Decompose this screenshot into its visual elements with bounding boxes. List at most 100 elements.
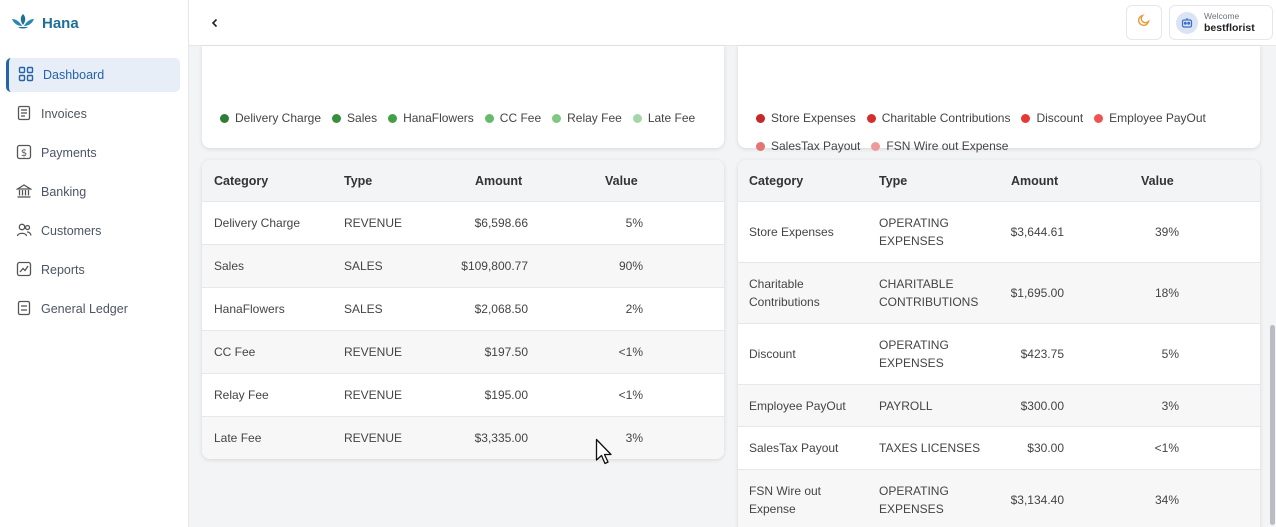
cell-line: SalesTax Payout — [749, 441, 839, 455]
legend-dot-icon — [388, 113, 398, 123]
legend-dot-icon — [756, 141, 765, 151]
cell-category: Discount — [749, 345, 796, 363]
hana-logo-icon — [10, 11, 36, 36]
cell-line: CHARITABLE — [879, 277, 954, 291]
cell-amount: $1,695.00 — [1010, 286, 1064, 300]
header-category: Category — [749, 173, 804, 188]
legend-item[interactable]: CC Fee — [484, 111, 541, 125]
cell-value: <1% — [618, 388, 643, 402]
cell-value: 5% — [1161, 347, 1179, 361]
table-row: HanaFlowers SALES $2,068.50 2% — [202, 288, 724, 331]
legend-item[interactable]: Delivery Charge — [220, 111, 321, 125]
legend-item[interactable]: FSN Wire out Expense — [871, 139, 1008, 153]
cell-amount: $3,644.61 — [1010, 225, 1064, 239]
sidebar-item-general-ledger[interactable]: General Ledger — [6, 292, 180, 326]
cell-value: 3% — [625, 431, 643, 445]
legend-item[interactable]: Relay Fee — [552, 111, 622, 125]
cell-type: OPERATING EXPENSES — [879, 214, 949, 250]
table-header: Category Type Amount Value — [202, 160, 724, 202]
cell-line: FSN Wire out — [749, 484, 822, 498]
cell-amount: $423.75 — [1020, 347, 1064, 361]
legend-dot-icon — [484, 113, 494, 123]
topbar: Welcome bestflorist — [189, 0, 1276, 46]
sidebar-nav: Dashboard Invoices $ Payments Banking Cu… — [0, 46, 188, 326]
sidebar-item-label: Reports — [41, 263, 85, 277]
bank-icon — [15, 183, 33, 202]
table-row: CC Fee REVENUE $197.50 <1% — [202, 331, 724, 374]
legend-item[interactable]: Charitable Contributions — [866, 111, 1010, 125]
legend-item[interactable]: Discount — [1021, 111, 1083, 125]
cell-amount: $3,134.40 — [1010, 493, 1064, 507]
welcome-label: Welcome — [1204, 10, 1240, 21]
sidebar-item-customers[interactable]: Customers — [6, 214, 180, 248]
cell-value: <1% — [618, 345, 643, 359]
legend-item[interactable]: Sales — [332, 111, 377, 125]
sidebar-item-payments[interactable]: $ Payments — [6, 136, 180, 170]
legend-dot-icon — [1094, 113, 1104, 123]
legend-item[interactable]: Late Fee — [632, 111, 696, 125]
brand[interactable]: Hana — [0, 0, 188, 46]
cell-value: 5% — [625, 216, 643, 230]
legend-dot-icon — [220, 113, 229, 123]
header-value: Value — [1141, 173, 1174, 188]
cell-line: EXPENSES — [879, 502, 944, 516]
user-menu[interactable]: Welcome bestflorist — [1169, 5, 1273, 40]
table-row: Charitable Contributions CHARITABLE CONTRIB… — [738, 263, 1260, 324]
dashboard-grid-icon — [18, 66, 34, 85]
table-row: Store Expenses OPERATING EXPENSES $3,644.61… — [738, 202, 1260, 263]
cell-category: Employee PayOut — [749, 397, 846, 415]
expense-legend: Store Expenses Charitable Contributions Di… — [756, 111, 1246, 153]
sidebar: Hana Dashboard Invoices $ Payments Banki… — [0, 0, 189, 527]
brand-name: Hana — [42, 14, 79, 32]
table-row: FSN Wire out Expense OPERATING EXPENSES $3,1… — [738, 470, 1260, 527]
svg-text:$: $ — [21, 148, 27, 159]
scrollbar-thumb[interactable] — [1270, 325, 1275, 525]
cell-amount: $109,800.77 — [461, 259, 528, 273]
cell-value: <1% — [1154, 441, 1179, 455]
sidebar-item-reports[interactable]: Reports — [6, 253, 180, 287]
cell-line: Expense — [749, 502, 796, 516]
cell-category: SalesTax Payout — [749, 439, 838, 457]
legend-item[interactable]: HanaFlowers — [388, 111, 474, 125]
legend-label: Late Fee — [647, 111, 696, 125]
cell-amount: $195.00 — [484, 388, 528, 402]
cell-category: Charitable Contributions — [749, 275, 820, 311]
expense-chart-card: Store Expenses Charitable Contributions Di… — [738, 46, 1260, 153]
sidebar-item-label: Customers — [41, 224, 102, 238]
cell-line: PAYROLL — [879, 398, 933, 413]
theme-toggle-button[interactable] — [1126, 5, 1162, 40]
cell-value: 2% — [625, 302, 643, 316]
sidebar-item-label: Payments — [41, 146, 97, 160]
chevron-left-icon[interactable] — [205, 13, 225, 33]
legend-item[interactable]: SalesTax Payout — [756, 139, 860, 153]
cell-category: Store Expenses — [749, 223, 834, 241]
legend-label: HanaFlowers — [403, 111, 474, 125]
legend-dot-icon — [756, 113, 765, 123]
cell-type: REVENUE — [344, 216, 403, 230]
sidebar-item-banking[interactable]: Banking — [6, 175, 180, 209]
header-type: Type — [344, 173, 373, 188]
cell-value: 34% — [1154, 493, 1179, 507]
expense-table: Category Type Amount Value Store Expense… — [738, 160, 1260, 527]
cell-amount: $300.00 — [1020, 398, 1064, 413]
legend-label: Delivery Charge — [235, 111, 322, 125]
table-row: Discount OPERATING EXPENSES $423.75 5% — [738, 324, 1260, 385]
header-amount: Amount — [475, 173, 523, 188]
revenue-chart-card: Delivery Charge Sales HanaFlowers CC Fee Rel… — [202, 46, 724, 148]
sidebar-item-invoices[interactable]: Invoices — [6, 97, 180, 131]
legend-label: Discount — [1036, 111, 1084, 125]
legend-dot-icon — [866, 113, 876, 123]
cell-type: OPERATING EXPENSES — [879, 482, 949, 518]
mouse-cursor-icon — [595, 438, 615, 471]
table-row: SalesTax Payout TAXES LICENSES $30.00 <1% — [738, 427, 1260, 470]
cell-type: REVENUE — [344, 388, 403, 402]
cell-line: TAXES LICENSES — [879, 441, 981, 455]
sidebar-item-label: Invoices — [41, 107, 87, 121]
legend-item[interactable]: Employee PayOut — [1094, 111, 1206, 125]
sidebar-item-dashboard[interactable]: Dashboard — [6, 58, 180, 92]
legend-item[interactable]: Store Expenses — [756, 111, 856, 125]
cell-type: TAXES LICENSES — [879, 439, 980, 457]
header-type: Type — [879, 173, 908, 188]
scrollbar-track[interactable] — [1268, 46, 1276, 527]
cell-value: 3% — [1161, 398, 1179, 413]
